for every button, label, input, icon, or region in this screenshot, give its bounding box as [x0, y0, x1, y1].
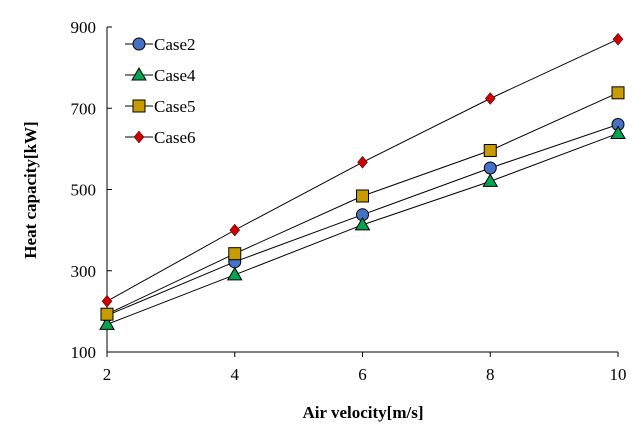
legend-entry-case6: Case6 — [154, 128, 196, 147]
y-axis-ticks: 100 300 500 700 900 — [71, 18, 112, 362]
data-point-case5 — [356, 189, 369, 203]
series-line-case5 — [106, 92, 619, 315]
y-tick-label: 900 — [71, 18, 97, 37]
y-tick-label: 100 — [71, 343, 97, 362]
data-point-case4 — [610, 125, 626, 139]
data-point-case5 — [228, 247, 242, 261]
data-point-case5 — [100, 307, 114, 321]
x-tick-label: 6 — [358, 365, 367, 384]
legend-marker-case2 — [132, 37, 146, 51]
x-axis-title: Air velocity[m/s] — [302, 403, 423, 422]
legend-entry-case4: Case4 — [154, 66, 196, 85]
legend-marker-case5 — [132, 99, 146, 113]
data-point-case4 — [226, 266, 243, 281]
data-point-case6 — [357, 155, 368, 169]
data-point-case5 — [483, 144, 497, 157]
data-point-case4 — [99, 316, 115, 330]
x-tick-label: 8 — [486, 365, 495, 384]
x-tick-label: 10 — [610, 365, 627, 384]
series-markers — [99, 32, 626, 330]
legend: Case2 Case4 Case5 Case6 — [125, 35, 196, 147]
legend-entry-case2: Case2 — [154, 35, 196, 54]
y-axis-title: Heat capacity[kW] — [21, 121, 40, 258]
data-point-case4 — [482, 173, 499, 187]
x-axis-ticks: 2 4 6 8 10 — [103, 352, 627, 384]
y-tick-label: 700 — [71, 99, 97, 118]
y-tick-label: 300 — [71, 262, 97, 281]
data-point-case6 — [484, 92, 496, 105]
legend-marker-case6 — [133, 130, 145, 144]
legend-entry-case5: Case5 — [154, 97, 196, 116]
data-point-case4 — [354, 216, 371, 231]
x-tick-label: 2 — [103, 365, 112, 384]
data-point-case5 — [611, 86, 625, 100]
x-tick-label: 4 — [231, 365, 240, 384]
plot-area: 2 4 6 8 10 100 300 500 700 900 — [71, 18, 627, 384]
y-tick-label: 500 — [71, 181, 97, 200]
legend-marker-case4 — [131, 67, 147, 81]
data-point-case6 — [101, 294, 113, 308]
data-point-case6 — [229, 223, 241, 237]
data-point-case2 — [483, 161, 497, 175]
data-point-case6 — [612, 32, 624, 46]
